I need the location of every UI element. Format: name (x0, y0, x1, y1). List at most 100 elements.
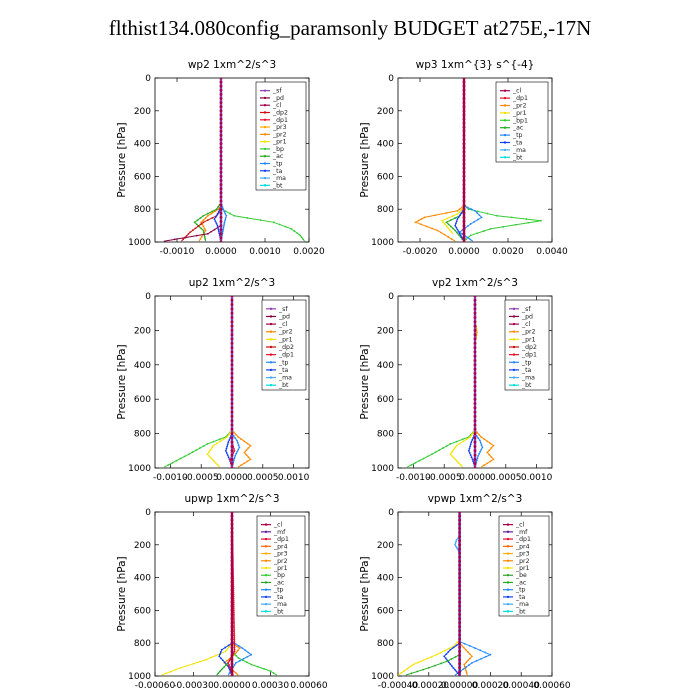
y-tick-label: 600 (377, 606, 394, 616)
legend-marker (512, 330, 516, 333)
series-marker (222, 227, 225, 229)
series-marker (457, 216, 460, 218)
series-marker (469, 238, 472, 241)
legend-label: _pd (272, 95, 284, 102)
series-marker (230, 584, 234, 588)
panel-title: vpwp 1xm^2/s^3 (428, 493, 523, 505)
series-marker (462, 125, 466, 129)
series-marker (230, 376, 234, 380)
series-marker (219, 170, 223, 174)
legend-marker (264, 581, 268, 584)
series-marker (441, 219, 443, 222)
legend-marker (503, 133, 507, 137)
series-marker (469, 657, 471, 660)
series-marker (458, 551, 461, 555)
legend-label: _sf (278, 306, 288, 313)
series-marker (464, 648, 467, 651)
series-marker (469, 436, 471, 438)
x-tick-label: 0.0010 (278, 473, 310, 483)
legend-label: _sf (521, 306, 531, 313)
series-marker (219, 97, 223, 100)
legend-label: _dp1 (273, 536, 289, 543)
legend-label: _tp (512, 132, 523, 139)
series-marker (165, 672, 168, 675)
legend-marker (503, 156, 507, 159)
y-tick-label: 200 (377, 326, 394, 336)
series-marker (240, 464, 243, 467)
series-marker (462, 78, 466, 80)
series-marker (296, 232, 299, 235)
series-marker (468, 447, 471, 450)
series-marker (473, 432, 477, 435)
y-tick-label: 400 (377, 361, 394, 371)
legend-marker (269, 376, 273, 379)
series-marker (453, 457, 456, 460)
series-marker (458, 208, 461, 211)
series-marker (462, 207, 466, 211)
legend-marker (512, 315, 516, 318)
legend-label: _dp1 (278, 352, 294, 359)
series-marker (473, 337, 477, 341)
x-tick-label: 0.0005 (247, 473, 279, 483)
series-marker (199, 660, 201, 663)
series-marker (200, 227, 203, 230)
series-marker (192, 662, 195, 665)
series-marker (236, 441, 239, 444)
series-marker (219, 207, 223, 211)
legend-label: _pr1 (515, 565, 530, 572)
legend-label: _pr1 (272, 139, 287, 146)
x-tick-label: 0.00020 (472, 681, 509, 691)
legend-marker (263, 89, 267, 92)
series-marker (230, 359, 234, 362)
series-marker (224, 650, 227, 653)
series-marker (462, 240, 466, 242)
series-marker (440, 662, 443, 665)
series-marker (206, 453, 209, 456)
series-marker (446, 217, 449, 220)
series-marker (483, 464, 486, 467)
series-marker (225, 664, 227, 666)
series-marker (227, 433, 230, 436)
legend-marker (263, 155, 267, 158)
series-marker (470, 441, 473, 444)
y-tick-label: 1000 (371, 464, 394, 474)
series-line_pr2 (459, 512, 473, 676)
series-marker (219, 93, 223, 96)
y-tick-label: 400 (377, 574, 394, 584)
y-axis-label: Pressure [hPa] (116, 344, 128, 419)
series-marker (230, 559, 234, 563)
series-marker (488, 453, 491, 456)
legend-marker (263, 162, 267, 165)
series-marker (473, 389, 477, 392)
legend-marker (264, 602, 268, 606)
series-marker (233, 624, 235, 627)
series-marker (463, 663, 466, 666)
series-marker (230, 372, 234, 375)
series-marker (247, 456, 250, 459)
series-marker (445, 212, 448, 214)
series-marker (449, 663, 452, 666)
series-marker (473, 363, 477, 367)
legend: _sf_pd_cl_dp2_dp1_pr3_pr2_pr1_bp_ac_tp_t… (255, 81, 307, 191)
series-marker (244, 649, 247, 652)
series-marker (230, 580, 234, 584)
panel-title: up2 1xm^2/s^3 (189, 277, 275, 289)
series-marker (219, 166, 223, 170)
series-marker (451, 455, 454, 458)
series-marker (471, 655, 473, 658)
series-marker (458, 522, 461, 526)
series-marker (227, 661, 230, 664)
series-marker (293, 230, 296, 232)
legend-marker (506, 559, 510, 562)
x-tick-label: 0.0000 (448, 247, 480, 257)
series-marker (230, 572, 234, 575)
series-marker (439, 651, 442, 654)
series-marker (219, 129, 223, 133)
series-marker (416, 670, 419, 673)
series-marker (230, 629, 234, 633)
series-marker (208, 455, 211, 458)
series-marker (199, 238, 202, 240)
legend-label: _mf (515, 529, 528, 536)
series-marker (208, 451, 210, 453)
series-marker (290, 227, 293, 230)
